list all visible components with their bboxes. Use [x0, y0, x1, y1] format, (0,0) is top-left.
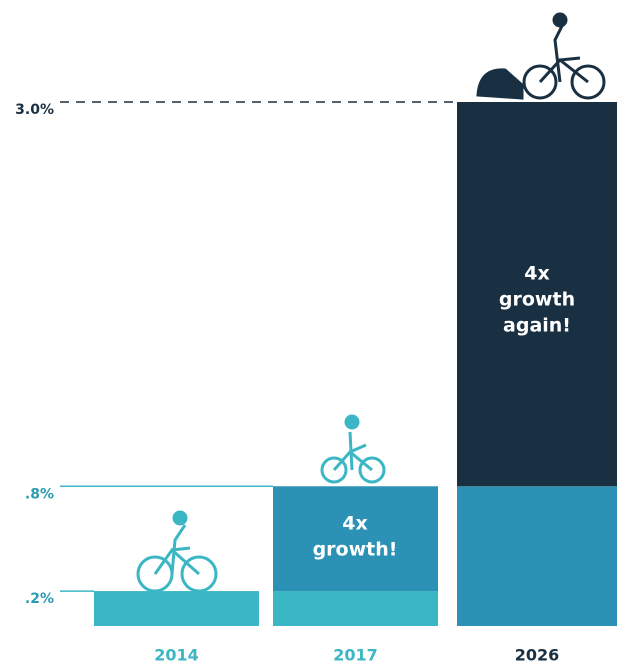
- annotation: growth: [499, 289, 575, 311]
- annotation: again!: [503, 315, 571, 337]
- bar-segment: [457, 102, 617, 487]
- bar-segment: [273, 591, 438, 626]
- y-tick-label: .8%: [25, 486, 54, 502]
- x-tick-label: 2017: [333, 646, 378, 665]
- y-tick-label: .2%: [25, 591, 54, 607]
- annotation: 4x: [342, 513, 367, 535]
- cyclist-icon: [320, 414, 386, 484]
- bar-segment: [273, 486, 438, 592]
- annotation: growth!: [313, 539, 398, 561]
- x-tick-label: 2014: [154, 646, 199, 665]
- x-tick-label: 2026: [515, 646, 560, 665]
- bar-segment: [457, 486, 617, 626]
- annotation: 4x: [524, 263, 549, 285]
- y-tick-label: 3.0%: [15, 102, 54, 118]
- bar-segment: [94, 591, 259, 626]
- cyclist-icon: [476, 12, 606, 100]
- cyclist-icon: [136, 510, 218, 593]
